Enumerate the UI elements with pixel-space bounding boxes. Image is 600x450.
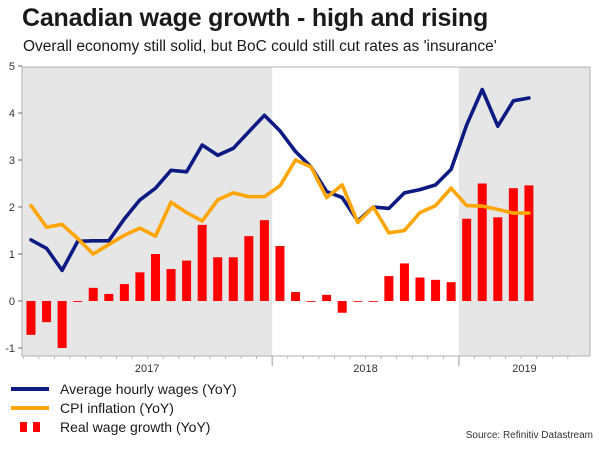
line-cpi xyxy=(29,158,531,256)
bar-real-wage-2019-04 xyxy=(508,188,518,301)
y-tick-label: 3 xyxy=(9,155,15,167)
bar-real-wage-2018-10 xyxy=(415,277,425,301)
bar-real-wage-2018-09 xyxy=(399,263,409,301)
bar-real-wage-2018-07 xyxy=(368,301,378,302)
legend-label-wages: Average hourly wages (YoY) xyxy=(60,380,237,397)
bar-real-wage-2017-06 xyxy=(166,269,176,301)
bar-real-wage-2017-02 xyxy=(104,293,114,301)
bar-real-wage-2017-10 xyxy=(228,257,238,301)
legend-swatch-real xyxy=(20,421,40,432)
bar-real-wage-2017-12 xyxy=(259,220,269,301)
legend-label-cpi: CPI inflation (YoY) xyxy=(60,399,174,416)
legend-label-real: Real wage growth (YoY) xyxy=(60,418,211,435)
bar-real-wage-2017-03 xyxy=(119,284,129,301)
x-year-label-2017: 2017 xyxy=(135,363,159,375)
y-tick-label: 0 xyxy=(9,296,15,308)
bar-real-wage-2016-11 xyxy=(57,301,67,348)
bar-real-wage-2019-01 xyxy=(462,218,472,301)
bar-real-wage-2016-12 xyxy=(73,301,83,302)
legend-item-cpi: CPI inflation (YoY) xyxy=(10,398,237,417)
bar-real-wage-2017-07 xyxy=(182,260,192,301)
bar-real-wage-2018-02 xyxy=(291,292,301,301)
y-tick-label: 1 xyxy=(9,249,15,261)
bar-real-wage-2016-10 xyxy=(42,301,52,323)
bar-real-wage-2016-09 xyxy=(26,301,36,335)
bar-real-wage-2018-03 xyxy=(306,301,316,302)
bar-real-wage-2018-04 xyxy=(322,294,332,301)
bar-real-wage-2017-04 xyxy=(135,272,145,301)
plot-border xyxy=(21,66,591,357)
x-year-label-2018: 2018 xyxy=(353,363,377,375)
legend-swatch-wages xyxy=(11,386,49,391)
legend-item-wages: Average hourly wages (YoY) xyxy=(10,379,237,398)
y-tick-label: 5 xyxy=(9,61,15,73)
y-tick-label: 2 xyxy=(9,202,15,214)
bar-real-wage-2018-01 xyxy=(275,246,285,301)
bar-real-wage-2017-11 xyxy=(244,236,254,301)
bar-real-wage-2018-12 xyxy=(446,282,456,301)
source-note: Source: Refinitiv Datastream xyxy=(465,430,593,441)
bar-real-wage-2017-09 xyxy=(213,257,223,301)
legend-swatch-cpi xyxy=(11,405,49,410)
bar-real-wage-2019-05 xyxy=(524,185,534,301)
bar-real-wage-2019-02 xyxy=(477,183,487,301)
x-year-label-2019: 2019 xyxy=(512,363,536,375)
bar-real-wage-2018-11 xyxy=(431,279,441,301)
legend-item-real: Real wage growth (YoY) xyxy=(10,417,237,436)
bar-real-wage-2017-05 xyxy=(150,254,160,301)
bar-real-wage-2018-05 xyxy=(337,301,347,313)
bar-real-wage-2018-06 xyxy=(353,301,363,302)
chart-subtitle: Overall economy still solid, but BoC cou… xyxy=(23,38,497,55)
y-tick-label: 4 xyxy=(9,108,15,120)
chart-title: Canadian wage growth - high and rising xyxy=(22,4,489,32)
bar-real-wage-2017-01 xyxy=(88,287,98,301)
bar-real-wage-2017-08 xyxy=(197,224,207,301)
y-tick-label: -1 xyxy=(5,343,15,355)
legend: Average hourly wages (YoY) CPI inflation… xyxy=(10,379,237,436)
bar-real-wage-2019-03 xyxy=(493,217,503,301)
line-wages xyxy=(29,87,531,273)
bar-real-wage-2018-08 xyxy=(384,276,394,301)
